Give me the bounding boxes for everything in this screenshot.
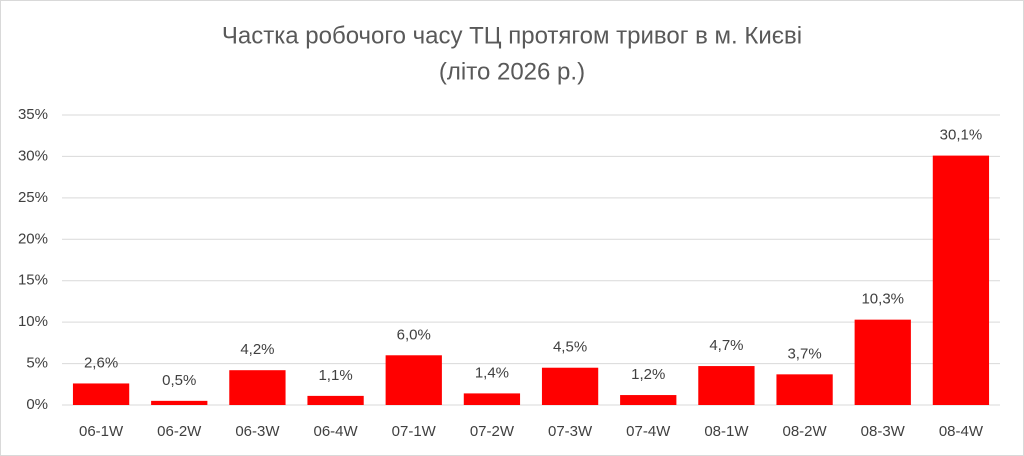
y-tick-label: 5% xyxy=(26,355,48,372)
data-label: 30,1% xyxy=(940,127,983,144)
y-tick-label: 30% xyxy=(18,147,48,164)
x-tick-label: 08-1W xyxy=(704,423,749,440)
data-label: 1,1% xyxy=(318,367,352,384)
x-tick-label: 08-2W xyxy=(782,423,827,440)
bar xyxy=(698,366,755,405)
bar xyxy=(385,355,442,405)
data-label: 4,7% xyxy=(709,337,743,354)
bar xyxy=(932,155,990,405)
y-tick-label: 20% xyxy=(18,230,48,247)
x-tick-label: 06-1W xyxy=(79,423,124,440)
x-tick-label: 07-3W xyxy=(548,423,593,440)
data-label: 1,2% xyxy=(631,366,665,383)
y-tick-label: 10% xyxy=(18,313,48,330)
chart-title: (літо 2026 р.) xyxy=(439,58,585,85)
y-tick-label: 35% xyxy=(18,106,48,123)
bar xyxy=(776,374,833,405)
data-label: 2,6% xyxy=(84,354,118,371)
bar xyxy=(307,395,364,405)
data-label: 1,4% xyxy=(475,364,509,381)
data-label: 3,7% xyxy=(787,345,821,362)
bar xyxy=(541,367,599,405)
bar xyxy=(620,395,677,405)
x-tick-label: 07-4W xyxy=(626,423,671,440)
x-tick-label: 07-1W xyxy=(392,423,437,440)
data-label: 4,2% xyxy=(240,341,274,358)
x-tick-label: 06-2W xyxy=(157,423,202,440)
x-tick-label: 08-4W xyxy=(939,423,984,440)
bar xyxy=(151,400,208,405)
x-tick-label: 06-3W xyxy=(235,423,280,440)
y-tick-label: 0% xyxy=(26,396,48,413)
bar xyxy=(229,370,286,405)
x-tick-label: 06-4W xyxy=(313,423,358,440)
data-label: 10,3% xyxy=(861,291,904,308)
data-label: 6,0% xyxy=(397,326,431,343)
x-tick-label: 07-2W xyxy=(470,423,515,440)
x-tick-label: 08-3W xyxy=(861,423,906,440)
data-label: 0,5% xyxy=(162,372,196,389)
bar xyxy=(463,393,521,405)
bar xyxy=(72,383,130,405)
bar xyxy=(854,319,911,405)
chart-title: Частка робочого часу ТЦ протягом тривог … xyxy=(222,22,802,49)
y-tick-label: 15% xyxy=(18,272,48,289)
y-tick-label: 25% xyxy=(18,189,48,206)
data-label: 4,5% xyxy=(553,339,587,356)
